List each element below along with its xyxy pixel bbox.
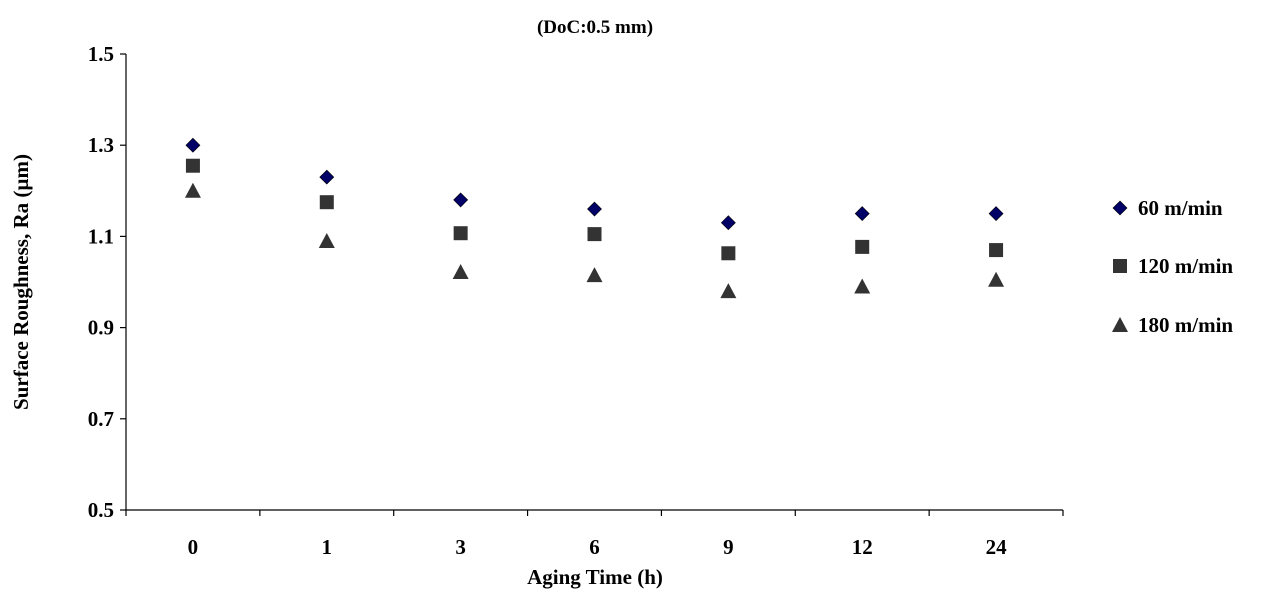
data-point (854, 206, 870, 222)
x-tick-label: 9 (723, 535, 734, 559)
x-tick-label: 3 (455, 535, 466, 559)
data-point (855, 239, 870, 254)
y-tick-label: 0.9 (88, 316, 114, 340)
y-axis-ticks: 0.5 0.7 0.9 1.1 1.3 1.5 (88, 42, 126, 522)
legend-item: 180 m/min (1112, 313, 1233, 337)
x-axis-ticks: 0 1 3 6 9 12 24 (125, 510, 1064, 559)
x-axis-label: Aging Time (h) (527, 565, 663, 589)
data-point (721, 246, 736, 261)
y-tick-label: 0.5 (88, 498, 114, 522)
chart-title: (DoC:0.5 mm) (537, 17, 653, 38)
x-tick-label: 6 (589, 535, 600, 559)
legend-marker (1112, 317, 1128, 332)
x-tick-label: 1 (322, 535, 333, 559)
data-point (988, 206, 1004, 222)
legend-label: 60 m/min (1138, 196, 1223, 220)
x-tick-label: 0 (188, 535, 199, 559)
x-tick-label: 24 (986, 535, 1008, 559)
legend-label: 180 m/min (1138, 313, 1233, 337)
data-point (453, 192, 469, 208)
data-point (587, 227, 602, 242)
data-point (319, 195, 334, 210)
data-point (988, 271, 1005, 287)
data-point (319, 169, 335, 185)
data-points (184, 137, 1005, 299)
data-point (720, 215, 736, 231)
data-point (989, 243, 1004, 258)
data-point (184, 182, 201, 198)
y-tick-label: 0.7 (88, 407, 114, 431)
data-point (452, 263, 469, 279)
legend-marker (1112, 200, 1128, 216)
y-tick-label: 1.1 (88, 224, 114, 248)
legend: 60 m/min 120 m/min 180 m/min (1112, 196, 1233, 337)
plot-area: 0.5 0.7 0.9 1.1 1.3 1.5 0 1 3 6 9 12 24 (88, 42, 1064, 559)
data-point (720, 283, 737, 299)
legend-label: 120 m/min (1138, 254, 1233, 278)
data-point (185, 158, 200, 173)
legend-marker (1113, 259, 1127, 273)
data-point (587, 201, 602, 217)
legend-item: 60 m/min (1112, 196, 1223, 220)
data-point (185, 137, 201, 153)
y-tick-label: 1.5 (88, 42, 114, 66)
x-tick-label: 12 (852, 535, 873, 559)
y-tick-label: 1.3 (88, 133, 114, 157)
data-point (453, 226, 468, 241)
legend-item: 120 m/min (1113, 254, 1233, 278)
data-point (586, 267, 603, 283)
y-axis-label: Surface Roughness, Ra (µm) (9, 154, 33, 410)
data-point (318, 232, 335, 248)
data-point (854, 278, 871, 294)
